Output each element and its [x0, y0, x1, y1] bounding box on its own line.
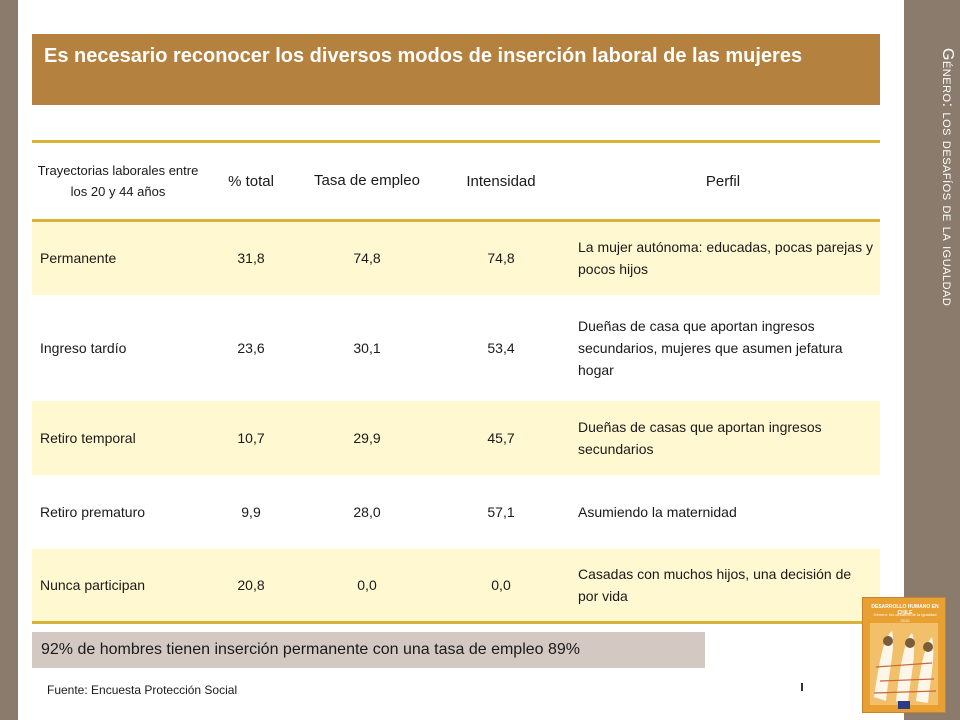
column-header-intensidad: Intensidad [466, 172, 536, 190]
perfil-cell: Asumiendo la maternidad [566, 474, 880, 549]
perfil-cell: Casadas con muchos hijos, una decisión d… [566, 548, 880, 623]
tasa-cell: 29,9 [298, 400, 436, 475]
perfil-cell: Dueñas de casa que aportan ingresos secu… [566, 294, 880, 401]
table-row: Retiro temporal 10,7 29,9 45,7 Dueñas de… [32, 400, 880, 475]
intensidad-cell: 74,8 [436, 220, 566, 295]
employment-trajectories-table: Trayectorias laborales entre los 20 y 44… [32, 140, 880, 624]
source-citation: Fuente: Encuesta Protección Social [47, 683, 238, 697]
cover-title: DESARROLLO HUMANO EN CHILE [871, 604, 939, 616]
cover-subtitle: Género: los desafíos de la igualdad [873, 612, 937, 617]
cover-illustration [870, 623, 938, 709]
trajectory-cell: Permanente [32, 220, 204, 295]
intensidad-cell: 57,1 [436, 474, 566, 549]
small-mark [801, 683, 803, 691]
table-row: Ingreso tardío 23,6 30,1 53,4 Dueñas de … [32, 294, 880, 401]
tasa-cell: 74,8 [298, 220, 436, 295]
table-row: Nunca participan 20,8 0,0 0,0 Casadas co… [32, 548, 880, 623]
table-header-row: Trayectorias laborales entre los 20 y 44… [32, 141, 880, 221]
trajectory-cell: Retiro prematuro [32, 474, 204, 549]
total-cell: 20,8 [204, 548, 298, 623]
total-cell: 31,8 [204, 220, 298, 295]
male-employment-note: 92% de hombres tienen inserción permanen… [32, 632, 705, 668]
left-frame-bar [0, 0, 18, 720]
column-header-tasa: Tasa de empleo [314, 172, 420, 189]
total-cell: 23,6 [204, 294, 298, 401]
trajectory-cell: Retiro temporal [32, 400, 204, 475]
perfil-cell: La mujer autónoma: educadas, pocas parej… [566, 220, 880, 295]
intensidad-cell: 45,7 [436, 400, 566, 475]
trajectory-cell: Nunca participan [32, 548, 204, 623]
intensidad-cell: 53,4 [436, 294, 566, 401]
side-title: Género: los desafíos de la igualdad [939, 48, 956, 307]
trajectory-cell: Ingreso tardío [32, 294, 204, 401]
column-header-total: % total [228, 172, 274, 190]
tasa-cell: 30,1 [298, 294, 436, 401]
tasa-cell: 28,0 [298, 474, 436, 549]
table-row: Retiro prematuro 9,9 28,0 57,1 Asumiendo… [32, 474, 880, 549]
total-cell: 10,7 [204, 400, 298, 475]
intensidad-cell: 0,0 [436, 548, 566, 623]
cover-year: 2010 [900, 618, 910, 623]
slide-title-banner: Es necesario reconocer los diversos modo… [32, 34, 880, 105]
column-header-trayectorias: Trayectorias laborales entre los 20 y 44… [37, 163, 199, 199]
total-cell: 9,9 [204, 474, 298, 549]
report-cover-thumbnail: DESARROLLO HUMANO EN CHILE Género: los d… [862, 597, 946, 713]
column-header-perfil: Perfil [705, 172, 741, 190]
table-row: Permanente 31,8 74,8 74,8 La mujer autón… [32, 220, 880, 295]
tasa-cell: 0,0 [298, 548, 436, 623]
perfil-cell: Dueñas de casas que aportan ingresos sec… [566, 400, 880, 475]
